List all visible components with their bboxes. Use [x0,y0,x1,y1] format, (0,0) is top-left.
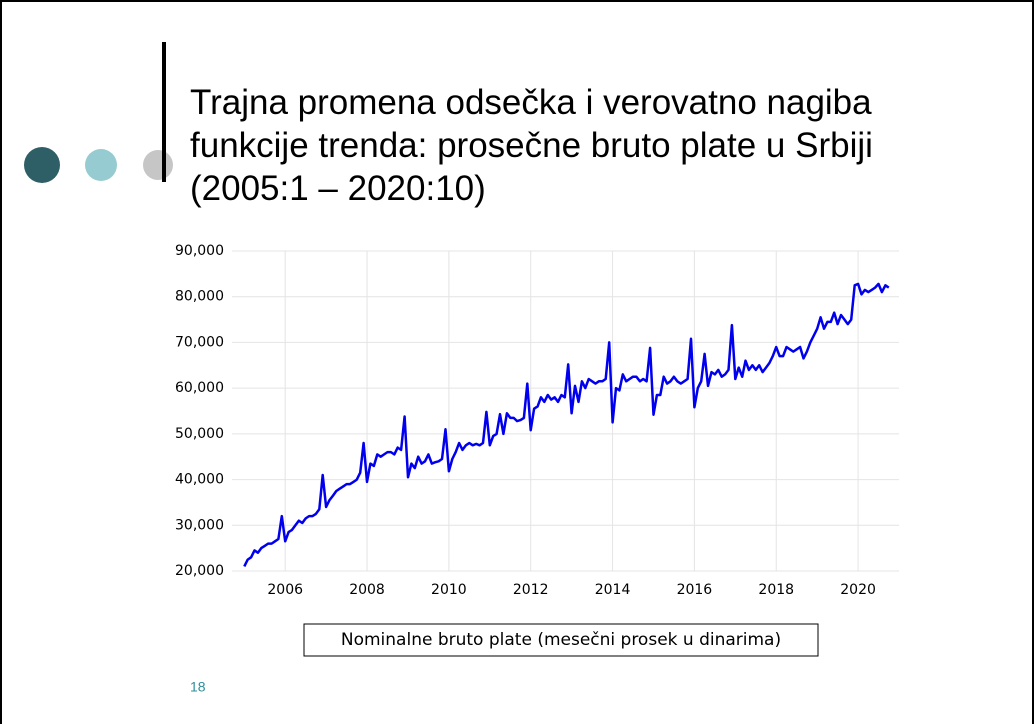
caption: Nominalne bruto plate (mesečni prosek u … [341,630,781,650]
title-line: Trajna promena odsečka i verovatno nagib… [190,83,872,122]
x-tick-label: 2014 [595,582,631,598]
y-tick-label: 60,000 [175,380,224,396]
x-tick-label: 2016 [677,582,713,598]
caption-box [303,623,819,657]
line-series [243,282,890,567]
x-tick-label: 2012 [513,582,549,598]
page-number: 18 [190,679,206,695]
y-tick-label: 20,000 [175,563,224,579]
y-tick-label: 70,000 [175,334,224,350]
y-tick-label: 50,000 [175,426,224,442]
title-line: funkcije trenda: prosečne bruto plate u … [190,126,873,165]
y-tick-label: 40,000 [175,472,224,488]
x-tick-label: 2006 [267,582,303,598]
dot [85,149,117,181]
x-tick-label: 2018 [758,582,794,598]
y-tick-label: 80,000 [175,289,224,305]
title-line: (2005:1 – 2020:10) [190,169,486,208]
dot [143,150,173,180]
x-tick-label: 2020 [840,582,876,598]
x-tick-label: 2008 [349,582,385,598]
x-tick-label: 2010 [431,582,467,598]
dot [24,147,60,183]
y-tick-label: 90,000 [175,243,224,259]
y-tick-label: 30,000 [175,517,224,533]
